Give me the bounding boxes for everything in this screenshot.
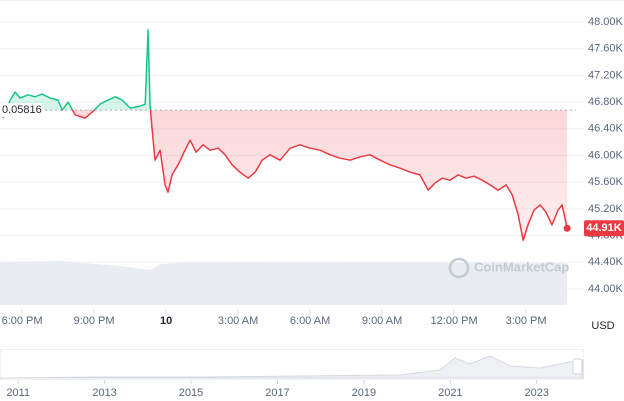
price-line: [2, 29, 568, 242]
plot: 0.05816: [0, 29, 576, 242]
x-tick-label: 6:00 PM: [2, 315, 43, 327]
y-tick-label: 45.60K: [588, 176, 624, 188]
y-tick-label: 47.60K: [588, 43, 624, 55]
navigator-tick-label: 2015: [179, 387, 203, 399]
unit-label: USD: [591, 320, 614, 332]
y-tick-label: 45.20K: [588, 203, 624, 215]
y-tick-label: 47.20K: [588, 69, 624, 81]
x-tick-label: 6:00 AM: [290, 315, 330, 327]
x-tick-label: 10: [160, 315, 172, 327]
navigator-tick-label: 2013: [92, 387, 116, 399]
navigator-tick-label: 2023: [525, 387, 549, 399]
watermark-text: CoinMarketCap: [474, 259, 569, 274]
last-price-tag: [584, 220, 624, 237]
baseline-label: 0.05816: [2, 104, 42, 116]
x-tick-label: 12:00 PM: [431, 315, 478, 327]
watermark: CoinMarketCap: [448, 257, 569, 279]
last-point: [563, 224, 571, 232]
y-tick-label: 46.80K: [588, 96, 624, 108]
navigator-tick-label: 2021: [438, 387, 462, 399]
watermark-logo: [448, 257, 470, 279]
navigator: 2011 2013 2015 2017 2019 2021 2023: [6, 380, 549, 399]
last-price-label: 44.91K: [586, 222, 622, 234]
y-tick-label: 48.00K: [588, 16, 624, 28]
navigator-tick-label: 2019: [352, 387, 376, 399]
x-tick-label: 3:00 AM: [218, 315, 258, 327]
y-tick-label: 44.40K: [588, 256, 624, 268]
volume-band: [0, 261, 567, 305]
x-tick-label: 9:00 PM: [74, 315, 115, 327]
x-tick-label: 3:00 PM: [506, 315, 547, 327]
navigator-tick-label: 2017: [265, 387, 289, 399]
y-tick-label: 46.00K: [588, 149, 624, 161]
navigator-tick-label: 2011: [6, 387, 30, 399]
baseline-label-bg: [0, 103, 42, 118]
navigator-handle[interactable]: [572, 358, 583, 375]
price-area: [3, 30, 568, 241]
y-tick-label: 44.00K: [588, 283, 624, 295]
y-tick-label: 46.40K: [588, 123, 624, 135]
x-tick-label: 9:00 AM: [362, 315, 402, 327]
